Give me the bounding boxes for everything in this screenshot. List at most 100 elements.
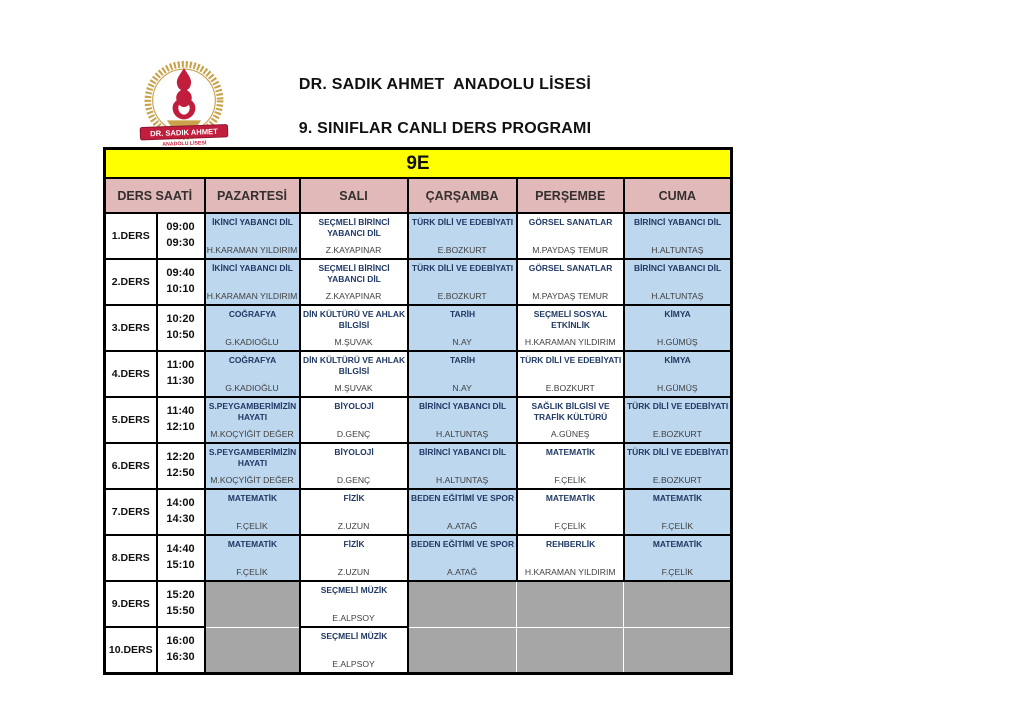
schedule-cell: TÜRK DİLİ VE EDEBİYATI E.BOZKURT xyxy=(622,396,733,444)
schedule-cell: SEÇMELİ BİRİNCİ YABANCI DİL Z.KAYAPINAR xyxy=(298,258,409,306)
schedule-cell: İKİNCİ YABANCI DİL H.KARAMAN YILDIRIM xyxy=(203,212,301,260)
subject-label: SEÇMELİ BİRİNCİ YABANCI DİL xyxy=(317,217,390,238)
teacher-label: E.ALPSOY xyxy=(332,613,375,623)
schedule-table: 9E DERS SAATİ PAZARTESİ SALI ÇARŞAMBA PE… xyxy=(103,147,733,675)
lesson-time: 10:20 10:50 xyxy=(155,304,206,352)
teacher-label: E.BOZKURT xyxy=(652,475,702,485)
logo-banner xyxy=(139,124,229,141)
teacher-label: A.GÜNEŞ xyxy=(550,429,590,439)
schedule-cell: BEDEN EĞİTİMİ VE SPOR A.ATAĞ xyxy=(406,488,518,536)
subject-label: BİRİNCİ YABANCI DİL xyxy=(418,401,506,411)
subject-label: FİZİK xyxy=(343,493,365,503)
subject-label: KİMYA xyxy=(664,309,691,319)
lesson-time: 14:40 15:10 xyxy=(155,534,206,582)
schedule-cell: KİMYA H.GÜMÜŞ xyxy=(622,304,733,352)
teacher-label: E.BOZKURT xyxy=(545,383,595,393)
lesson-label: 7.DERS xyxy=(103,488,158,536)
teacher-label: F.ÇELİK xyxy=(236,567,268,577)
schedule-cell: TÜRK DİLİ VE EDEBİYATI E.BOZKURT xyxy=(406,212,518,260)
schedule-cell: KİMYA H.GÜMÜŞ xyxy=(622,350,733,398)
lesson-time: 14:00 14:30 xyxy=(155,488,206,536)
schedule-cell: DİN KÜLTÜRÜ VE AHLAK BİLGİSİ M.ŞUVAK xyxy=(298,350,409,398)
schedule-cell: GÖRSEL SANATLAR M.PAYDAŞ TEMUR xyxy=(515,258,625,306)
teacher-label: F.ÇELİK xyxy=(236,521,268,531)
table-row: 1.DERS 09:00 09:30 İKİNCİ YABANCI DİL H.KARA… xyxy=(103,212,733,260)
subject-label: GÖRSEL SANATLAR xyxy=(528,263,612,273)
teacher-label: F.ÇELİK xyxy=(554,475,586,485)
column-header-carsamba: ÇARŞAMBA xyxy=(406,177,518,214)
lesson-label: 9.DERS xyxy=(103,580,158,628)
school-name-title: DR. SADIK AHMET ANADOLU LİSESİ xyxy=(298,76,592,93)
teacher-label: N.AY xyxy=(452,337,472,347)
column-header-cuma: CUMA xyxy=(622,177,733,214)
subject-label: BİRİNCİ YABANCI DİL xyxy=(633,217,721,227)
schedule-cell: MATEMATİK F.ÇELİK xyxy=(515,488,625,536)
teacher-label: E.BOZKURT xyxy=(437,245,487,255)
schedule-cell: SAĞLIK BİLGİSİ VE TRAFİK KÜLTÜRÜ A.GÜNEŞ xyxy=(515,396,625,444)
subject-label: SEÇMELİ SOSYAL ETKİNLİK xyxy=(533,309,608,330)
schedule-cell: TÜRK DİLİ VE EDEBİYATI E.BOZKURT xyxy=(515,350,625,398)
column-header-pazartesi: PAZARTESİ xyxy=(203,177,301,214)
teacher-label: D.GENÇ xyxy=(336,429,371,439)
schedule-cell: MATEMATİK F.ÇELİK xyxy=(203,534,301,582)
teacher-label: H.GÜMÜŞ xyxy=(657,383,698,393)
logo-book-base xyxy=(166,120,202,127)
teacher-label: M.ŞUVAK xyxy=(334,383,373,393)
lesson-time: 09:40 10:10 xyxy=(155,258,206,306)
subject-label: MATEMATİK xyxy=(545,447,595,457)
day-header-row: DERS SAATİ PAZARTESİ SALI ÇARŞAMBA PERŞE… xyxy=(103,177,733,214)
schedule-cell: REHBERLİK H.KARAMAN YILDIRIM xyxy=(515,534,625,582)
table-row: 10.DERS 16:00 16:30 SEÇMELİ MÜZİK E.ALPSOY xyxy=(103,626,732,675)
schedule-cell: BİRİNCİ YABANCI DİL H.ALTUNTAŞ xyxy=(406,396,518,444)
lesson-label: 10.DERS xyxy=(103,626,158,675)
subject-label: MATEMATİK xyxy=(545,493,595,503)
subject-label: S.PEYGAMBERİMİZİN HAYATI xyxy=(208,447,296,468)
subject-label: İKİNCİ YABANCI DİL xyxy=(211,217,293,227)
table-row: 3.DERS 10:20 10:50 COĞRAFYA G.KADIOĞLU DİN KÜ… xyxy=(103,304,733,352)
schedule-cell xyxy=(204,626,300,674)
schedule-cell: TARİH N.AY xyxy=(406,350,518,398)
table-row: 6.DERS 12:20 12:50 S.PEYGAMBERİMİZİN HAYATI M… xyxy=(103,442,733,490)
teacher-label: M.KOÇYİĞİT DEĞER xyxy=(210,475,294,485)
schedule-cell xyxy=(204,580,300,628)
subject-label: TÜRK DİLİ VE EDEBİYATI xyxy=(626,401,728,411)
lesson-time: 15:20 15:50 xyxy=(155,580,206,628)
subject-label: GÖRSEL SANATLAR xyxy=(528,217,612,227)
column-header-sali: SALI xyxy=(298,177,409,214)
lesson-time: 11:00 11:30 xyxy=(155,350,206,398)
teacher-label: H.KARAMAN YILDIRIM xyxy=(206,291,298,301)
subject-label: DİN KÜLTÜRÜ VE AHLAK BİLGİSİ xyxy=(302,355,405,376)
table-row: 4.DERS 11:00 11:30 COĞRAFYA G.KADIOĞLU DİN KÜ… xyxy=(103,350,733,398)
schedule-cell xyxy=(516,580,625,628)
subject-label: DİN KÜLTÜRÜ VE AHLAK BİLGİSİ xyxy=(302,309,405,330)
schedule-cell: DİN KÜLTÜRÜ VE AHLAK BİLGİSİ M.ŞUVAK xyxy=(298,304,409,352)
schedule-cell: SEÇMELİ SOSYAL ETKİNLİK H.KARAMAN YILDIRIM xyxy=(515,304,625,352)
class-label: 9E xyxy=(103,147,733,179)
schedule-cell: MATEMATİK F.ÇELİK xyxy=(515,442,625,490)
schedule-cell: TARİH N.AY xyxy=(406,304,518,352)
subject-label: SAĞLIK BİLGİSİ VE TRAFİK KÜLTÜRÜ xyxy=(531,401,610,422)
subject-label: İKİNCİ YABANCI DİL xyxy=(211,263,293,273)
table-row: 9.DERS 15:20 15:50 SEÇMELİ MÜZİK E.ALPSOY xyxy=(103,580,732,628)
subject-label: S.PEYGAMBERİMİZİN HAYATI xyxy=(208,401,296,422)
teacher-label: E.ALPSOY xyxy=(332,659,375,669)
teacher-label: F.ÇELİK xyxy=(661,521,694,531)
teacher-label: F.ÇELİK xyxy=(554,521,586,531)
teacher-label: N.AY xyxy=(452,383,472,393)
lesson-time: 12:20 12:50 xyxy=(155,442,206,490)
subject-label: TÜRK DİLİ VE EDEBİYATI xyxy=(411,217,513,227)
schedule-cell: SEÇMELİ MÜZİK E.ALPSOY xyxy=(298,626,409,675)
lesson-label: 2.DERS xyxy=(103,258,158,306)
subject-label: SEÇMELİ BİRİNCİ YABANCI DİL xyxy=(317,263,390,284)
teacher-label: H.KARAMAN YILDIRIM xyxy=(206,245,298,255)
schedule-cell: BEDEN EĞİTİMİ VE SPOR A.ATAĞ xyxy=(406,534,518,582)
teacher-label: H.ALTUNTAŞ xyxy=(436,429,489,439)
class-header-row: 9E xyxy=(103,147,733,179)
schedule-cell: S.PEYGAMBERİMİZİN HAYATI M.KOÇYİĞİT DEĞER xyxy=(203,442,301,490)
subject-label: BEDEN EĞİTİMİ VE SPOR xyxy=(410,493,514,503)
schedule-cell: BİRİNCİ YABANCI DİL H.ALTUNTAŞ xyxy=(406,442,518,490)
teacher-label: H.ALTUNTAŞ xyxy=(651,291,704,301)
schedule-cell xyxy=(516,626,625,674)
teacher-label: Z.UZUN xyxy=(337,521,370,531)
